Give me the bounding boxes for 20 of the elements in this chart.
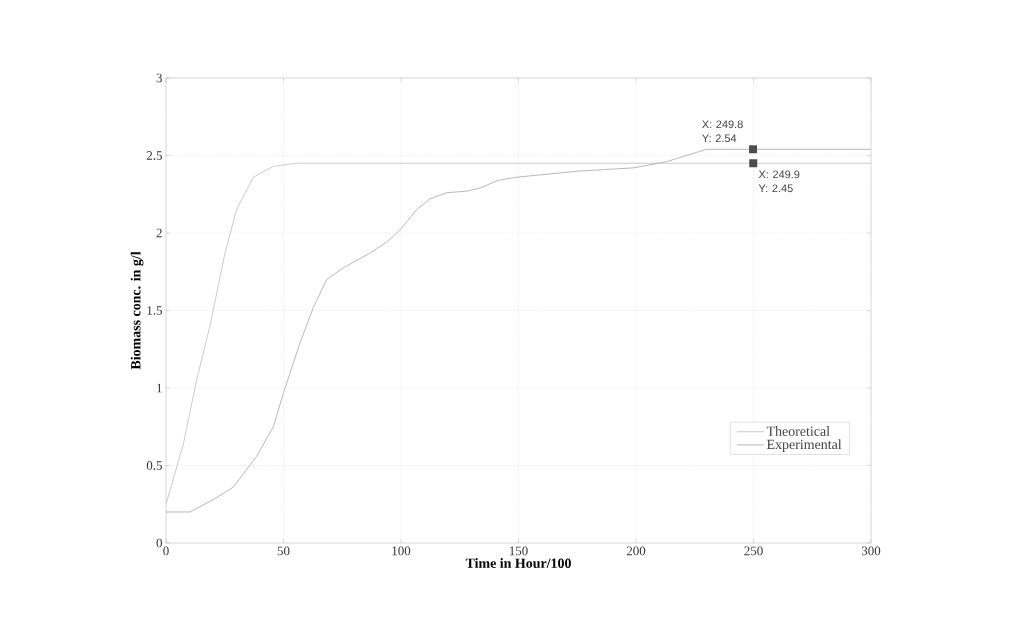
y-tick-label: 3 xyxy=(156,73,162,83)
annotation: X: 249.9 Y: 2.45 xyxy=(758,170,800,193)
y-tick-label: 1.5 xyxy=(147,306,162,315)
x-tick-label: 200 xyxy=(626,546,646,556)
x-tick-label: 0 xyxy=(163,546,169,556)
x-tick-label: 300 xyxy=(861,546,881,556)
y-tick-label: 0 xyxy=(156,538,162,548)
x-tick-label: 250 xyxy=(744,546,763,556)
y-tick-label: 1 xyxy=(157,383,162,393)
y-axis-title: Biomass conc. in g/l xyxy=(130,251,144,370)
y-tick-label: 0.5 xyxy=(146,461,162,470)
legend-label: Experimental xyxy=(766,439,842,452)
y-tick-label: 2 xyxy=(156,228,162,238)
x-tick-label: 50 xyxy=(277,546,290,556)
y-tick-label: 2.5 xyxy=(146,151,162,160)
annotation: X: 249.8 Y: 2.54 xyxy=(702,120,743,143)
legend-label: Theoretical xyxy=(766,426,830,436)
x-tick-label: 150 xyxy=(509,546,528,556)
x-tick-label: 100 xyxy=(392,546,411,556)
x-axis-title: Time in Hour/100 xyxy=(465,558,571,568)
